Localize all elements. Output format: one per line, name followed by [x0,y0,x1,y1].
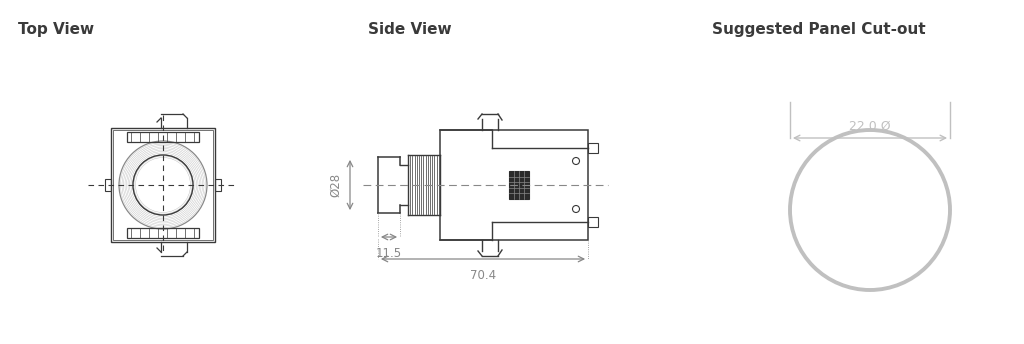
Text: Top View: Top View [18,22,94,37]
Bar [105,179,111,191]
Text: 22.0 Ø: 22.0 Ø [849,120,891,133]
Bar [111,128,215,242]
Bar [440,130,588,240]
Text: 70.4: 70.4 [470,269,496,282]
Bar [113,130,213,240]
Bar [215,179,221,191]
Text: Ø28: Ø28 [329,173,342,197]
Text: 11.5: 11.5 [376,247,402,260]
Bar [509,171,529,199]
Bar [127,132,199,142]
Bar [588,143,598,153]
Bar [127,228,199,238]
Text: Suggested Panel Cut-out: Suggested Panel Cut-out [712,22,926,37]
Bar [588,217,598,227]
Text: Side View: Side View [368,22,452,37]
